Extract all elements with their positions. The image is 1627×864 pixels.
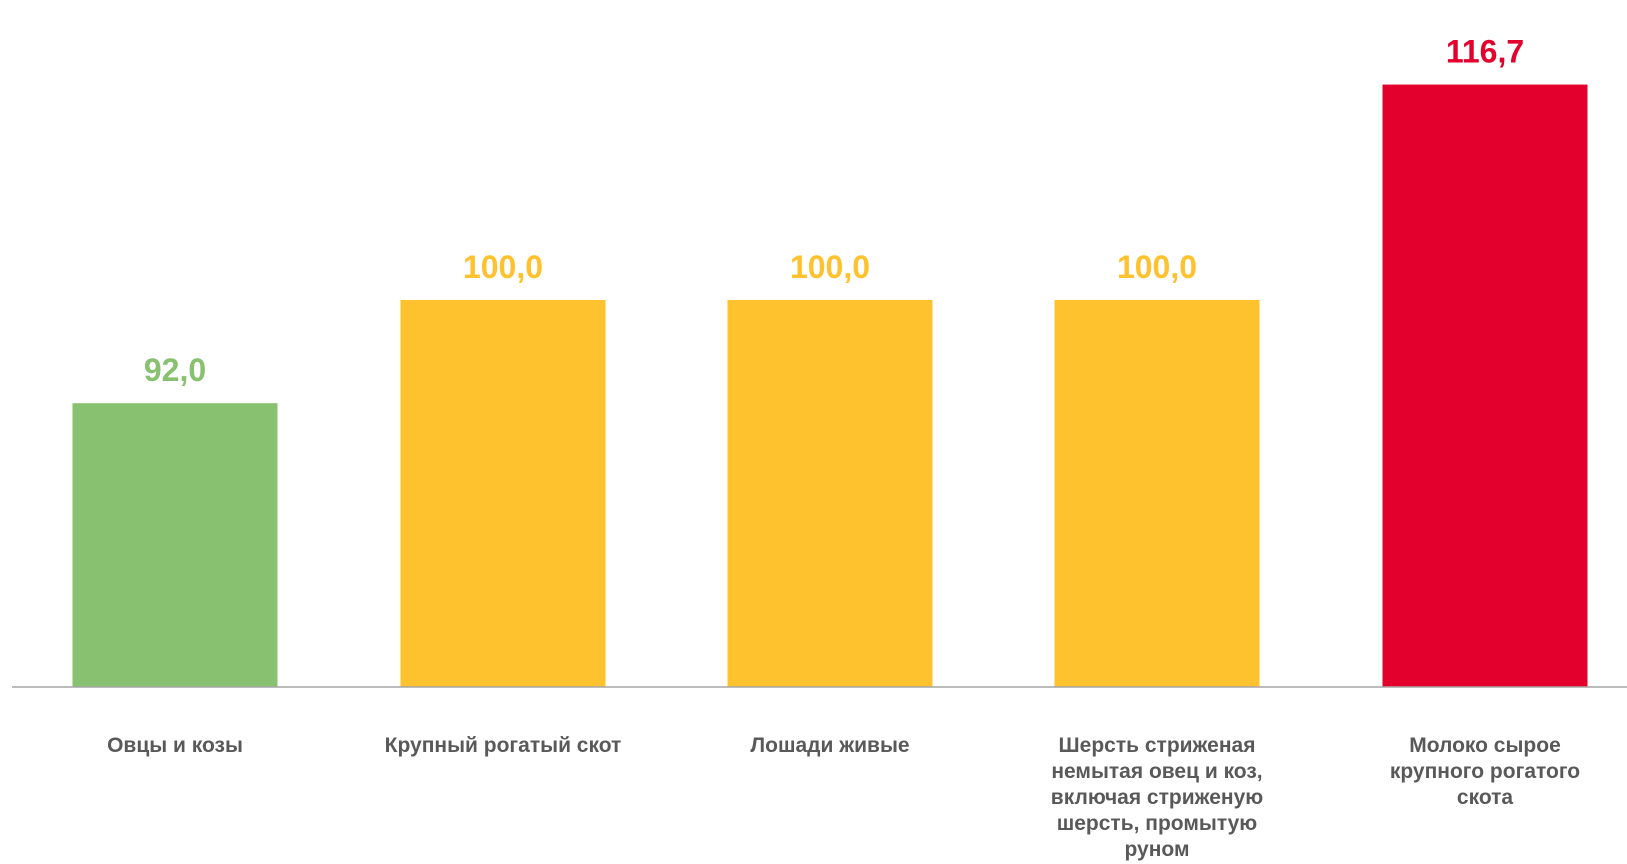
bar-2 <box>400 300 606 687</box>
bar-3 <box>727 300 933 687</box>
category-label-line: немытая овец и коз, <box>1051 760 1262 783</box>
category-label-line: Молоко сырое <box>1409 734 1561 757</box>
category-label-3: Лошади живые <box>750 734 909 757</box>
value-label-3: 100,0 <box>790 249 870 285</box>
category-label-line: шерсть, промытую <box>1057 812 1258 835</box>
bar-5 <box>1382 84 1588 687</box>
category-label-line: Крупный рогатый скот <box>385 734 622 757</box>
value-label-4: 100,0 <box>1117 249 1197 285</box>
category-label-2: Крупный рогатый скот <box>385 734 622 757</box>
category-label-1: Овцы и козы <box>107 734 243 757</box>
category-label-line: крупного рогатого <box>1390 760 1580 783</box>
category-label-4: Шерсть стриженая немытая овец и коз, включ… <box>1051 734 1263 861</box>
category-label-line: скота <box>1457 786 1514 809</box>
value-labels-group: 92,0 100,0 100,0 100,0 116,7 <box>144 34 1524 389</box>
bar-4 <box>1054 300 1260 687</box>
category-label-line: Шерсть стриженая <box>1059 734 1256 757</box>
value-label-1: 92,0 <box>144 352 206 388</box>
value-label-2: 100,0 <box>463 249 543 285</box>
bars-group <box>72 84 1588 687</box>
category-label-line: Овцы и козы <box>107 734 243 757</box>
category-label-5: Молоко сырое крупного рогатого скота <box>1390 734 1580 809</box>
bar-1 <box>72 403 278 687</box>
category-label-line: включая стриженую <box>1051 786 1263 809</box>
category-label-line: руном <box>1125 838 1190 861</box>
category-label-line: Лошади живые <box>750 734 909 757</box>
category-labels-group: Овцы и козы Крупный рогатый скот Лошади жи… <box>107 734 1580 861</box>
value-label-5: 116,7 <box>1446 34 1524 70</box>
